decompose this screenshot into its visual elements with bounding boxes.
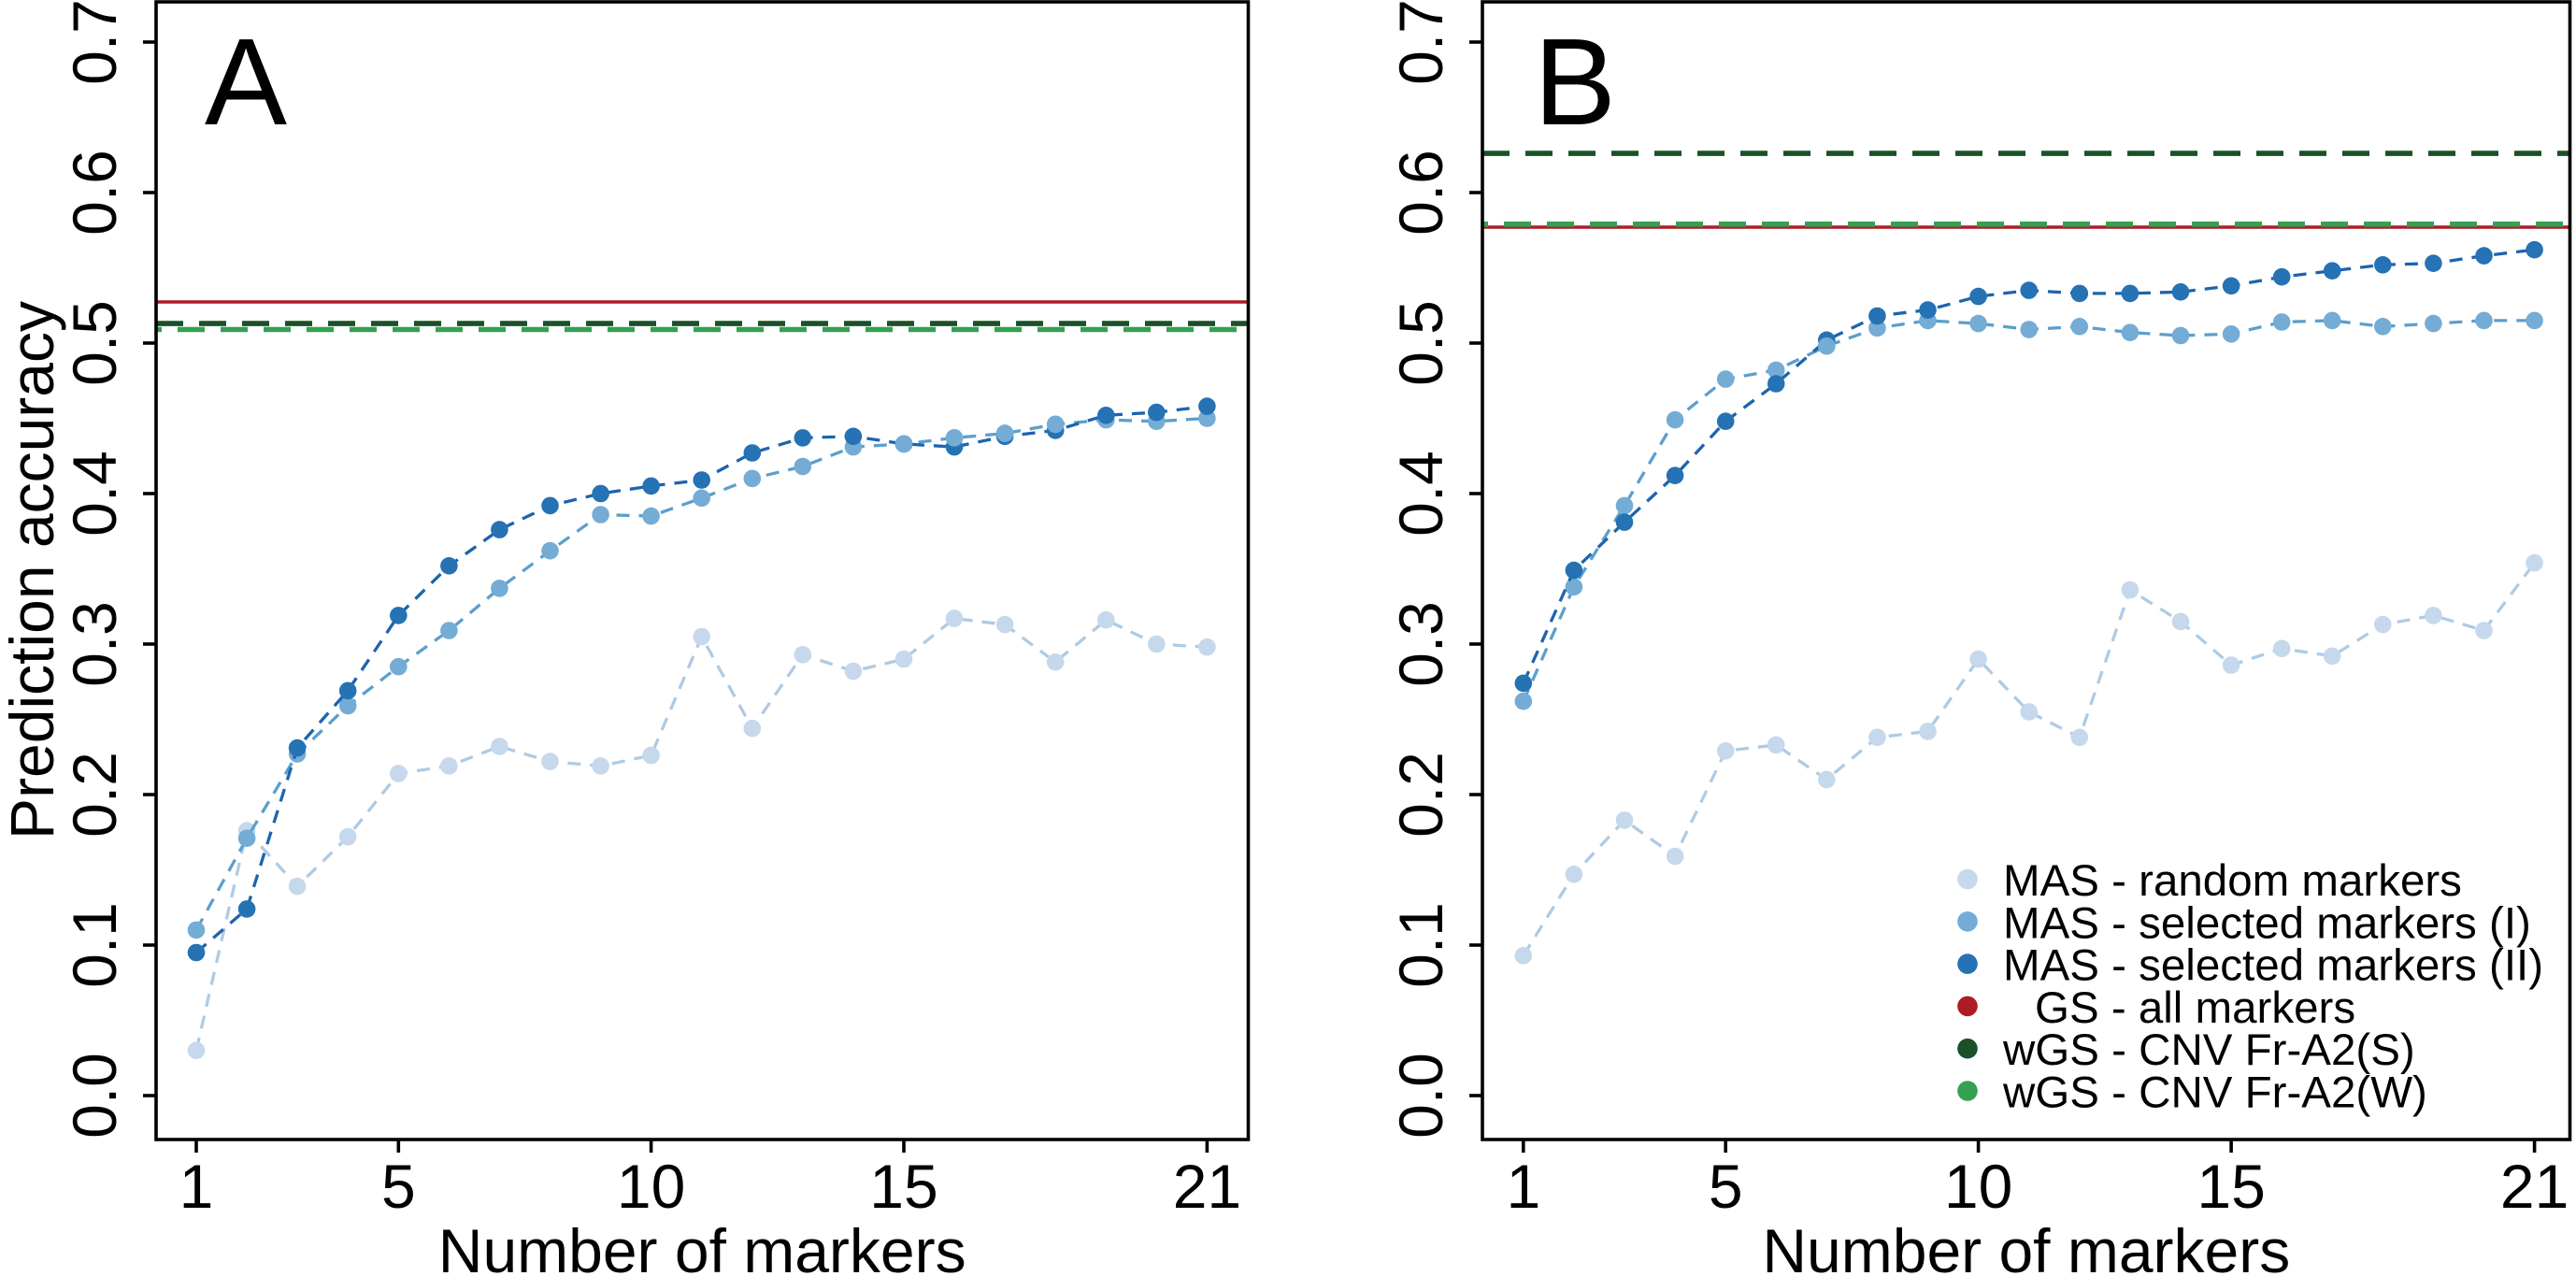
svg-text:wGS - CNV Fr-A2(S): wGS - CNV Fr-A2(S) [2002, 1025, 2415, 1075]
svg-text:Number of markers: Number of markers [438, 1216, 966, 1276]
svg-text:0.5: 0.5 [1386, 300, 1455, 386]
svg-text:MAS - selected markers (I): MAS - selected markers (I) [2003, 898, 2531, 948]
svg-text:21: 21 [2500, 1152, 2569, 1221]
svg-text:0.2: 0.2 [60, 752, 129, 838]
svg-text:21: 21 [1173, 1152, 1241, 1221]
svg-text:0.7: 0.7 [60, 0, 129, 85]
svg-text:0.6: 0.6 [1386, 150, 1455, 236]
svg-text:0.4: 0.4 [1386, 451, 1455, 537]
svg-text:15: 15 [2197, 1152, 2265, 1221]
svg-text:0.3: 0.3 [1386, 601, 1455, 687]
svg-text:5: 5 [381, 1152, 416, 1221]
svg-text:0.2: 0.2 [1386, 752, 1455, 838]
svg-text:0.0: 0.0 [1386, 1053, 1455, 1139]
svg-text:A: A [205, 13, 287, 151]
svg-text:0.6: 0.6 [60, 150, 129, 236]
svg-text:MAS - random markers: MAS - random markers [2003, 856, 2462, 906]
svg-text:0.0: 0.0 [60, 1053, 129, 1139]
svg-text:wGS - CNV Fr-A2(W): wGS - CNV Fr-A2(W) [2002, 1068, 2427, 1118]
svg-text:1: 1 [1506, 1152, 1540, 1221]
svg-text:0.7: 0.7 [1386, 0, 1455, 85]
svg-text:10: 10 [1944, 1152, 2012, 1221]
svg-text:5: 5 [1709, 1152, 1743, 1221]
svg-text:0.1: 0.1 [60, 902, 129, 988]
svg-text:MAS - selected markers (II): MAS - selected markers (II) [2003, 941, 2543, 991]
svg-text:15: 15 [869, 1152, 937, 1221]
svg-text:Prediction accuracy: Prediction accuracy [0, 301, 66, 839]
svg-text:B: B [1534, 13, 1616, 151]
svg-text:0.5: 0.5 [60, 300, 129, 386]
svg-text:0.3: 0.3 [60, 601, 129, 687]
svg-text:10: 10 [617, 1152, 685, 1221]
svg-text:0.1: 0.1 [1386, 902, 1455, 988]
svg-text:1: 1 [179, 1152, 214, 1221]
svg-text:GS - all markers: GS - all markers [2035, 983, 2355, 1033]
svg-text:Number of markers: Number of markers [1762, 1216, 2290, 1276]
svg-text:0.4: 0.4 [60, 451, 129, 537]
